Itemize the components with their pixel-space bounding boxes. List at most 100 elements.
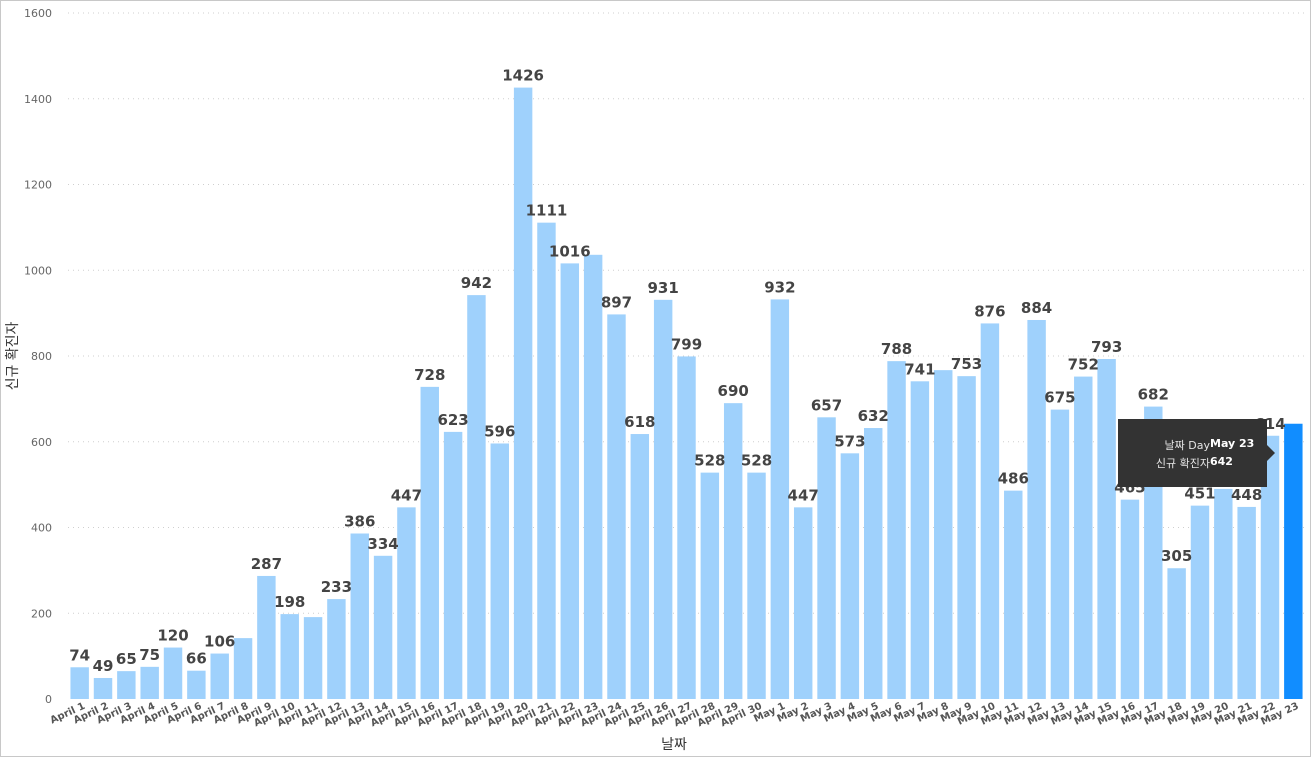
tooltip: 날짜 Day May 23 신규 확진자 642 (1118, 419, 1275, 487)
bar[interactable] (350, 533, 369, 700)
y-tick-label: 0 (45, 693, 52, 706)
bar[interactable] (490, 443, 509, 699)
data-label: 931 (648, 279, 679, 297)
bar[interactable] (513, 87, 533, 700)
y-tick-label: 1400 (24, 93, 52, 106)
data-label: 932 (764, 278, 795, 296)
bar[interactable] (723, 403, 743, 699)
bar[interactable] (630, 434, 650, 699)
bar[interactable] (980, 323, 1000, 699)
bar[interactable] (817, 417, 836, 699)
bar[interactable] (1190, 505, 1210, 699)
y-tick-label: 800 (31, 350, 52, 363)
bar[interactable] (163, 647, 183, 699)
tooltip-row-cases: 신규 확진자 642 (1118, 455, 1267, 471)
data-label: 447 (391, 486, 422, 504)
bar[interactable] (373, 555, 393, 699)
bar[interactable] (210, 653, 229, 699)
bar[interactable] (327, 599, 346, 699)
bar[interactable] (1120, 499, 1140, 699)
bar[interactable] (793, 507, 813, 699)
data-label: 528 (694, 452, 725, 470)
bar[interactable] (397, 507, 416, 699)
bar[interactable] (770, 299, 790, 699)
data-label: 66 (186, 650, 207, 668)
data-label: 876 (974, 302, 1005, 320)
bar[interactable] (1260, 435, 1280, 699)
y-tick-label: 200 (31, 607, 52, 620)
bar[interactable] (70, 667, 89, 699)
bar[interactable] (1004, 490, 1023, 699)
bar[interactable] (140, 666, 159, 699)
bar[interactable] (700, 472, 720, 699)
tooltip-arrow (1267, 445, 1275, 461)
data-label: 897 (601, 293, 632, 311)
data-label: 596 (484, 422, 515, 440)
data-label: 386 (344, 513, 375, 531)
data-label: 799 (671, 335, 702, 353)
bar[interactable] (420, 386, 439, 699)
data-label: 753 (951, 355, 982, 373)
data-label: 106 (204, 633, 235, 651)
tooltip-key: 날짜 Day (1164, 439, 1210, 452)
data-label: 451 (1184, 485, 1215, 503)
bar[interactable] (560, 263, 580, 699)
bar[interactable] (910, 381, 930, 699)
bar[interactable] (1167, 568, 1186, 699)
bar[interactable] (233, 638, 253, 699)
data-label: 65 (116, 650, 137, 668)
data-label: 49 (93, 657, 114, 675)
bar[interactable] (1027, 319, 1046, 699)
bar[interactable] (1237, 506, 1256, 699)
bar[interactable] (537, 222, 556, 699)
bar[interactable] (957, 376, 976, 699)
data-label: 690 (718, 382, 749, 400)
data-label: 334 (367, 535, 398, 553)
data-label: 942 (461, 274, 492, 292)
bar[interactable] (583, 254, 603, 699)
bar[interactable] (257, 575, 276, 699)
y-tick-label: 1600 (24, 7, 52, 20)
data-label: 528 (741, 452, 772, 470)
tooltip-value: May 23 (1210, 437, 1255, 450)
bar[interactable] (117, 671, 136, 699)
bar[interactable] (467, 295, 486, 699)
bar[interactable] (93, 677, 113, 699)
bar[interactable] (864, 428, 883, 699)
data-label: 120 (157, 627, 188, 645)
data-label: 752 (1068, 356, 1099, 374)
y-tick-label: 600 (31, 436, 52, 449)
data-label: 74 (69, 646, 90, 664)
bar[interactable] (1284, 423, 1303, 699)
data-label: 788 (881, 340, 912, 358)
bar[interactable] (653, 299, 673, 699)
bar[interactable] (840, 453, 860, 699)
data-label: 657 (811, 396, 842, 414)
data-label: 448 (1231, 486, 1262, 504)
data-label: 305 (1161, 547, 1192, 565)
y-tick-label: 1200 (24, 179, 52, 192)
data-label: 728 (414, 366, 445, 384)
bar[interactable] (280, 614, 299, 699)
data-label: 198 (274, 593, 305, 611)
tooltip-row-date: 날짜 Day May 23 (1118, 437, 1267, 453)
bar[interactable] (1074, 376, 1093, 699)
bar[interactable] (677, 356, 696, 699)
bar[interactable] (747, 472, 766, 699)
data-label: 1016 (549, 242, 591, 260)
bar[interactable] (934, 370, 953, 699)
bar[interactable] (1214, 488, 1233, 699)
y-tick-label: 1000 (24, 264, 52, 277)
bar[interactable] (443, 431, 463, 699)
bar[interactable] (607, 314, 626, 699)
bar[interactable] (1097, 359, 1116, 699)
bar[interactable] (187, 670, 206, 699)
data-label: 287 (251, 555, 282, 573)
data-label: 573 (834, 432, 865, 450)
bar[interactable] (303, 617, 323, 699)
bar[interactable] (1050, 409, 1070, 699)
x-axis-title: 날짜 (661, 737, 687, 753)
bar[interactable] (887, 361, 906, 699)
data-label: 486 (998, 470, 1029, 488)
